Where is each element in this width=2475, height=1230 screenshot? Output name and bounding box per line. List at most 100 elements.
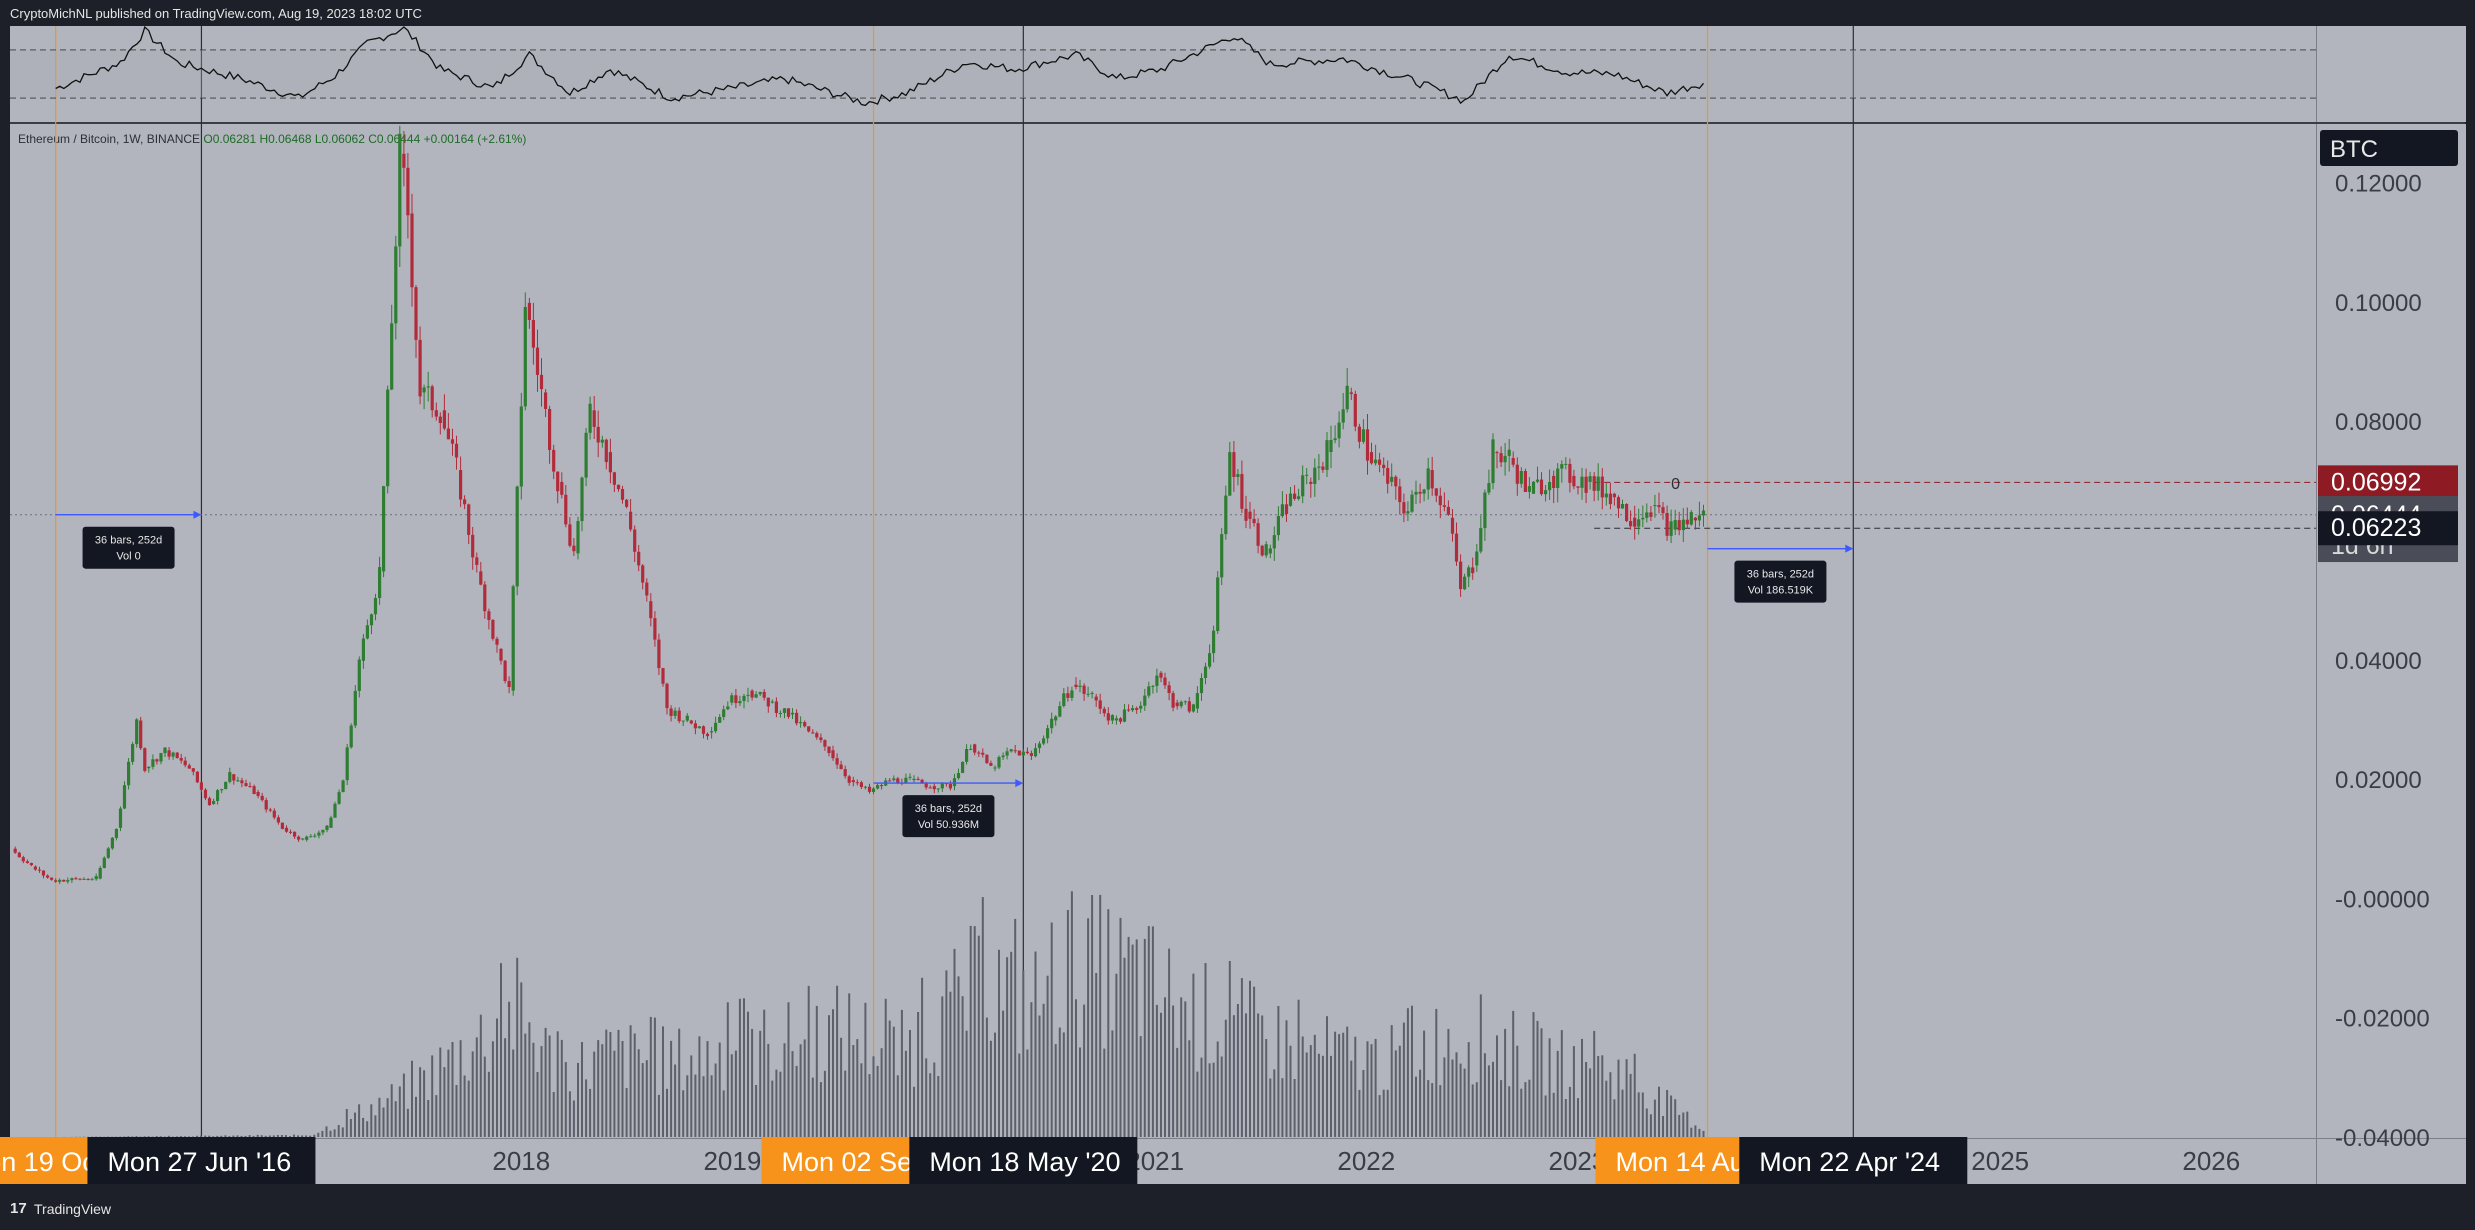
candle-body xyxy=(871,788,876,792)
candle-body xyxy=(863,786,867,788)
candle-body xyxy=(102,857,106,868)
candle-body xyxy=(544,392,548,409)
volume-bar xyxy=(293,1134,295,1137)
volume-bar xyxy=(358,1104,361,1137)
volume-bar xyxy=(1305,1052,1308,1137)
volume-bar xyxy=(694,1074,697,1137)
volume-bar xyxy=(1240,978,1243,1137)
candle-body xyxy=(1629,521,1633,527)
candle-body xyxy=(1127,709,1131,711)
candle-body xyxy=(414,287,418,340)
volume-bar xyxy=(961,996,964,1137)
volume-bar xyxy=(1253,986,1256,1137)
candle-body xyxy=(1110,715,1114,721)
time-marker-label-text: Mon 22 Apr '24 xyxy=(1759,1147,1940,1177)
volume-bar xyxy=(1091,895,1094,1137)
candle-body xyxy=(341,780,345,792)
oscillator-panel[interactable] xyxy=(10,26,2316,122)
candle-body xyxy=(799,722,803,724)
volume-bar xyxy=(998,949,1000,1137)
candle-body xyxy=(1288,493,1293,506)
volume-bar xyxy=(175,1136,178,1137)
volume-bar xyxy=(1548,1038,1551,1137)
candle-body xyxy=(86,878,90,880)
volume-bar xyxy=(382,1107,385,1137)
volume-bar xyxy=(904,1050,907,1137)
candle-body xyxy=(175,752,179,758)
candle-body xyxy=(1633,517,1637,527)
volume-bar xyxy=(795,1065,798,1137)
candle-body xyxy=(1236,474,1240,477)
volume-bar xyxy=(872,1056,875,1137)
volume-bar xyxy=(868,1074,871,1137)
volume-bar xyxy=(957,976,960,1137)
volume-bar xyxy=(1030,1002,1033,1137)
candle-body xyxy=(896,778,900,783)
volume-bar xyxy=(1164,997,1166,1137)
candle-body xyxy=(956,773,961,779)
candle-body xyxy=(1276,516,1280,536)
volume-bar xyxy=(981,897,984,1137)
volume-bar xyxy=(167,1135,170,1137)
candle-body xyxy=(1114,718,1118,721)
legend-ohlc: O0.06281 H0.06468 L0.06062 C0.06444 +0.0… xyxy=(203,132,527,146)
volume-bar xyxy=(155,1136,158,1137)
candle-body xyxy=(228,772,232,782)
candle-body xyxy=(94,876,98,880)
volume-bar xyxy=(1568,1086,1571,1137)
volume-bar xyxy=(556,1031,559,1137)
volume-bar xyxy=(1471,1084,1474,1137)
time-marker-label-text: Mon 18 May '20 xyxy=(929,1147,1120,1177)
candle-body xyxy=(1584,476,1588,493)
volume-bar xyxy=(1155,1004,1158,1137)
price-axis[interactable] xyxy=(2316,124,2466,1138)
candle-body xyxy=(1264,544,1268,556)
candle-body xyxy=(216,790,220,801)
volume-bar xyxy=(1220,1056,1223,1137)
volume-bar xyxy=(585,1079,588,1137)
volume-bar xyxy=(370,1104,373,1137)
volume-bar xyxy=(1346,1026,1349,1137)
volume-bar xyxy=(1313,1034,1316,1137)
pane-separator[interactable] xyxy=(10,122,2465,124)
volume-bar xyxy=(1026,1049,1029,1137)
volume-bar xyxy=(1508,1086,1511,1137)
volume-bar xyxy=(1564,1099,1567,1137)
candle-body xyxy=(616,484,621,490)
volume-bar xyxy=(666,1088,668,1137)
candle-body xyxy=(434,410,438,417)
candle-body xyxy=(495,638,499,645)
price-tick-label: 0.04000 xyxy=(2335,648,2422,675)
candle-body xyxy=(252,786,256,794)
volume-bar xyxy=(1633,1053,1636,1137)
candle-body xyxy=(1082,685,1086,694)
volume-bar xyxy=(1698,1128,1701,1137)
volume-bar xyxy=(532,1042,535,1137)
candle-body xyxy=(313,835,317,837)
candle-body xyxy=(1139,705,1143,709)
volume-bar xyxy=(929,1073,932,1137)
volume-bar xyxy=(309,1135,312,1137)
volume-bar xyxy=(220,1135,223,1137)
candle-body xyxy=(580,477,584,522)
candle-body xyxy=(904,777,908,784)
candle-body xyxy=(1106,713,1110,721)
candle-body xyxy=(1325,440,1329,470)
candle-body xyxy=(21,857,25,862)
volume-bar xyxy=(653,1017,656,1137)
candle-body xyxy=(835,758,839,765)
candle-body xyxy=(155,759,159,762)
volume-bar xyxy=(196,1135,199,1137)
volume-bar xyxy=(1309,1045,1312,1137)
volume-bar xyxy=(848,993,851,1137)
price-tick-label: -0.02000 xyxy=(2335,1006,2430,1033)
volume-bar xyxy=(1046,975,1049,1137)
volume-bar xyxy=(662,1026,664,1137)
candle-body xyxy=(394,246,398,324)
candle-body xyxy=(718,717,722,723)
volume-bar xyxy=(91,1136,93,1138)
candle-body xyxy=(1572,475,1576,487)
volume-bar xyxy=(597,1040,600,1137)
main-plot-layer xyxy=(10,26,2316,1138)
volume-bar xyxy=(1277,1006,1280,1137)
